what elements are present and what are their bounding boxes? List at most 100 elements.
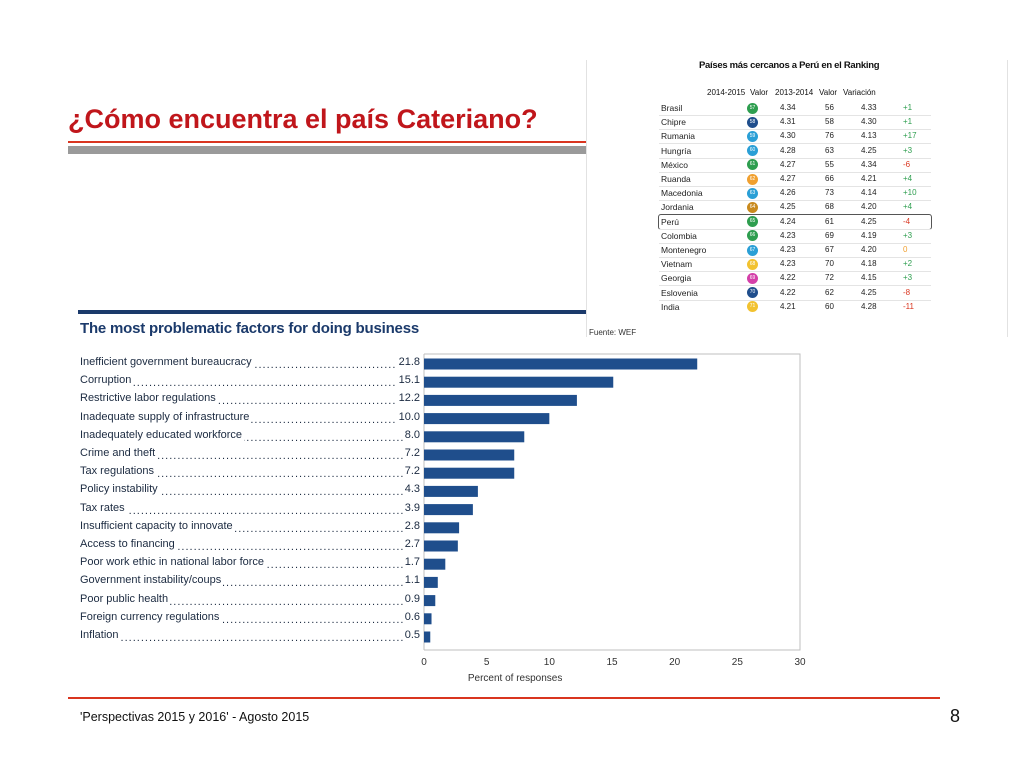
ranking-value-prev: 4.30: [861, 117, 877, 127]
ranking-rank-badge: 62: [747, 173, 758, 185]
footer-text: 'Perspectivas 2015 y 2016' - Agosto 2015: [80, 710, 310, 724]
ranking-value-prev: 4.33: [861, 103, 877, 112]
ranking-row-divider: [659, 257, 931, 258]
factor-label-row: ........................................…: [80, 501, 420, 518]
ranking-row-divider: [659, 228, 931, 230]
ranking-rank-badge: 71: [747, 301, 758, 313]
factor-value: 4.3: [402, 483, 420, 496]
x-tick-label: 15: [606, 657, 618, 668]
bar: [424, 431, 525, 443]
ranking-row-divider: [659, 157, 931, 159]
factor-label: Poor work ethic in national labor force: [80, 556, 267, 569]
x-tick-label: 10: [544, 657, 556, 668]
factor-label-row: ........................................…: [80, 483, 420, 499]
ranking-panel: Países más cercanos a Perú en el Ranking…: [586, 60, 1008, 337]
ranking-value: 4.26: [780, 188, 796, 198]
slide-title: ¿Cómo encuentra el país Cateriano?: [68, 104, 538, 134]
ranking-row: Rumania 59 4.30 76 4.13 +17: [659, 129, 931, 143]
ranking-row: Ruanda 62 4.27 66 4.21 +4: [659, 172, 931, 186]
ranking-change: +3: [903, 145, 913, 155]
ranking-change: +10: [903, 188, 917, 198]
leader-dots: ........................................…: [80, 377, 420, 390]
factor-label-row: ........................................…: [80, 447, 420, 463]
ranking-value: 4.31: [780, 117, 796, 127]
ranking-change: +4: [903, 202, 913, 212]
factor-label: Inadequate supply of infrastructure: [80, 410, 252, 423]
ranking-rank-prev: 68: [825, 202, 834, 212]
factor-label-row: ........................................…: [80, 574, 420, 590]
bar: [424, 376, 614, 388]
ranking-rank-prev: 67: [825, 245, 834, 254]
ranking-change: -11: [903, 301, 914, 311]
ranking-change: +17: [903, 131, 917, 141]
factor-label-row: ........................................…: [80, 629, 420, 645]
bar-chart-svg: 0 5 10 15 20 25 30 Percent of responses: [421, 353, 806, 684]
ranking-value-prev: 4.13: [861, 131, 877, 141]
ranking-row: Eslovenia 70 4.22 62 4.25 -8: [659, 286, 931, 300]
x-axis-label: Percent of responses: [468, 673, 563, 684]
ranking-rank-badge: 65: [747, 216, 758, 228]
factor-label: Crime and theft: [80, 447, 158, 459]
ranking-rank-badge: 58: [747, 116, 758, 128]
ranking-change: +2: [903, 259, 913, 269]
factor-label-row: ........................................…: [80, 374, 420, 390]
factor-label-row: ........................................…: [80, 410, 420, 427]
ranking-change: -6: [903, 159, 911, 169]
ranking-value-prev: 4.19: [861, 230, 877, 240]
factor-value: 7.2: [402, 447, 420, 459]
ranking-row: Colombia 66 4.23 69 4.19 +3: [659, 229, 931, 243]
ranking-rank-badge: 57: [747, 102, 758, 114]
ranking-rank-prev: 73: [825, 188, 834, 198]
bar: [424, 631, 431, 643]
leader-dots: ........................................…: [80, 486, 420, 499]
ranking-country: Rumania: [661, 131, 696, 142]
ranking-country: México: [661, 159, 688, 170]
ranking-row-divider: [659, 186, 931, 187]
factor-value: 2.8: [402, 519, 420, 532]
factor-value: 0.5: [402, 629, 420, 641]
factor-label-row: ........................................…: [80, 519, 420, 536]
ranking-row: Brasil 57 4.34 56 4.33 +1: [659, 101, 931, 115]
ranking-row-divider: [659, 214, 931, 216]
ranking-rank-prev: 62: [825, 287, 834, 297]
x-tick-label: 0: [421, 657, 427, 668]
ranking-value-prev: 4.20: [861, 202, 877, 212]
factor-label: Access to financing: [80, 538, 177, 550]
ranking-rank-prev: 69: [825, 230, 834, 240]
factor-label: Government instability/coups: [80, 574, 224, 587]
bar: [424, 595, 436, 607]
bar: [424, 358, 698, 370]
ranking-header-value: Valor: [750, 88, 769, 97]
ranking-row-divider: [659, 299, 931, 301]
ranking-country: Brasil: [661, 103, 683, 113]
factor-label-row: ........................................…: [80, 556, 420, 572]
ranking-row: Macedonia 63 4.26 73 4.14 +10: [659, 186, 931, 200]
factor-label: Tax rates: [80, 501, 127, 514]
ranking-country: Montenegro: [661, 245, 707, 255]
ranking-rank-badge: 61: [747, 159, 758, 171]
ranking-value: 4.23: [780, 259, 796, 269]
factor-label: Restrictive labor regulations: [80, 392, 218, 405]
ranking-rank-prev: 55: [825, 159, 834, 169]
factor-value: 2.7: [402, 538, 420, 550]
ranking-country: Macedonia: [661, 188, 703, 199]
ranking-rank-prev: 76: [825, 131, 834, 141]
factor-label-row: ........................................…: [80, 592, 420, 609]
page-number: 8: [950, 706, 961, 726]
factor-value: 1.7: [402, 556, 420, 569]
ranking-row-divider: [659, 115, 931, 116]
ranking-value: 4.23: [780, 230, 796, 240]
ranking-row: Montenegro 67 4.23 67 4.20 0: [659, 243, 931, 257]
factor-label-row: ........................................…: [80, 610, 420, 627]
ranking-country: Chipre: [661, 117, 687, 128]
factor-value: 15.1: [396, 374, 420, 387]
factor-label: Corruption: [80, 374, 134, 387]
ranking-title: Países más cercanos a Perú en el Ranking: [699, 60, 880, 71]
ranking-change: 0: [903, 245, 908, 254]
x-tick-label: 20: [669, 657, 681, 668]
ranking-change: +4: [903, 174, 913, 183]
factor-value: 8.0: [402, 428, 420, 441]
ranking-value-prev: 4.34: [861, 159, 877, 169]
bar: [424, 558, 446, 570]
ranking-rank-badge: 68: [747, 258, 758, 270]
